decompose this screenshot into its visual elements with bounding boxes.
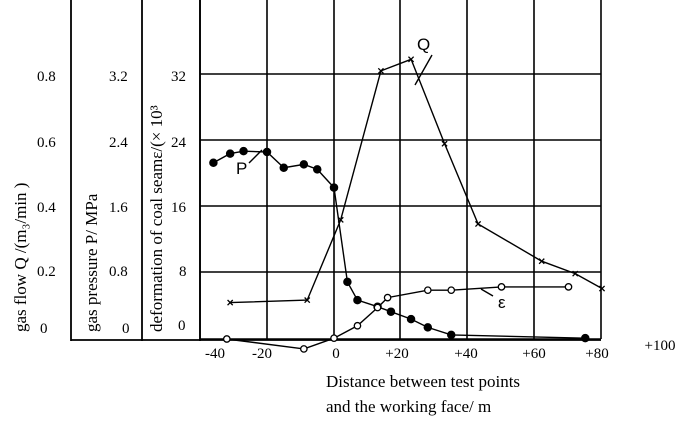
data-point-p — [353, 295, 362, 305]
data-point-p — [239, 146, 248, 156]
series-line-q — [230, 58, 603, 304]
y-tick-gas-pressure: 3.2 — [109, 69, 128, 85]
data-point-epsilon — [222, 335, 231, 343]
data-point-p — [581, 333, 590, 343]
data-point-q — [598, 285, 606, 292]
data-point-epsilon — [497, 283, 506, 291]
y-tick-deformation: 32 — [171, 69, 186, 85]
data-point-p — [209, 158, 218, 167]
series-line-p — [213, 150, 586, 339]
y-axis-label-gas-flow: gas flow Q /(m₃/min ) — [11, 183, 30, 332]
data-point-p — [225, 149, 235, 158]
data-point-q — [407, 56, 415, 63]
data-point-q — [572, 270, 579, 277]
data-point-epsilon — [447, 286, 456, 295]
data-point-p — [312, 165, 322, 174]
x-tick: +80 — [585, 346, 608, 362]
series-group — [209, 56, 606, 353]
data-point-q — [304, 297, 311, 304]
x-tick: -20 — [252, 346, 272, 362]
grid — [70, 0, 602, 341]
y-tick-gas-flow: 0.8 — [37, 69, 56, 85]
series-line-epsilon — [226, 286, 569, 350]
data-point-p — [262, 147, 272, 157]
series-label-epsilon: ε — [498, 293, 506, 312]
data-point-p — [446, 330, 456, 340]
data-point-epsilon — [373, 303, 382, 312]
y-axis-label-deformation: deformation of coal seamε/(× 10³ — [147, 105, 166, 332]
data-point-q — [441, 140, 448, 147]
data-point-q — [538, 258, 545, 265]
y-tick-gas-flow: 0.6 — [37, 135, 56, 151]
data-point-p — [386, 307, 396, 316]
x-tick: -40 — [205, 346, 225, 362]
x-tick: 0 — [332, 346, 340, 362]
y-tick-gas-pressure: 2.4 — [109, 135, 128, 151]
data-point-p — [406, 314, 416, 324]
data-point-q — [474, 220, 482, 228]
x-axis-label-line-1: Distance between test points — [326, 372, 520, 391]
series-leader-q — [414, 54, 433, 86]
data-point-p — [329, 183, 339, 192]
data-point-q — [227, 299, 234, 306]
y-tick-gas-pressure: 0.8 — [109, 264, 128, 280]
x-tick: +40 — [454, 346, 477, 362]
x-tick: +60 — [522, 346, 545, 362]
y-tick-gas-flow: 0.4 — [37, 200, 56, 216]
y-axis-label-gas-pressure: gas pressure P/ MPa — [82, 193, 101, 332]
data-point-epsilon — [383, 293, 392, 302]
y-tick-gas-pressure: 1.6 — [109, 200, 128, 216]
data-point-p — [343, 277, 352, 287]
data-point-p — [423, 323, 433, 332]
series-leader-p — [248, 149, 263, 164]
series-leader-epsilon — [480, 288, 494, 297]
y-tick-gas-flow: 0.2 — [37, 264, 56, 280]
series-label-q: Q — [417, 35, 430, 54]
x-tick: +20 — [385, 346, 408, 362]
y-tick-deformation: 24 — [171, 135, 187, 151]
y-tick-deformation: 16 — [171, 200, 187, 216]
y-tick-gas-pressure: 0 — [122, 321, 130, 337]
data-point-p — [279, 163, 288, 172]
data-point-epsilon — [299, 345, 308, 353]
x-axis-label-line-2: and the working face/ m — [326, 397, 491, 416]
x-tick: +100 — [645, 338, 676, 354]
y-tick-deformation: 0 — [178, 318, 186, 334]
data-point-p — [299, 160, 309, 169]
data-point-epsilon — [353, 321, 362, 330]
data-point-epsilon — [330, 334, 338, 343]
data-point-q — [377, 67, 384, 74]
data-point-epsilon — [564, 283, 573, 291]
y-tick-gas-flow: 0 — [40, 321, 48, 337]
data-point-epsilon — [423, 286, 432, 295]
series-label-p: P — [236, 159, 247, 178]
y-tick-deformation: 8 — [179, 264, 187, 280]
